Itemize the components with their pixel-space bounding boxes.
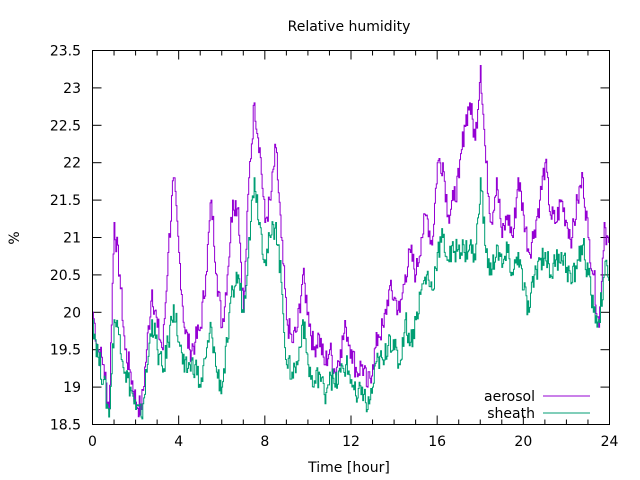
y-tick-label: 23 xyxy=(63,81,81,97)
legend-label-sheath: sheath xyxy=(487,406,535,422)
x-tick-label: 16 xyxy=(428,434,446,450)
y-axis-label: % xyxy=(7,231,23,244)
y-tick-label: 19 xyxy=(63,380,81,396)
y-tick-label: 22 xyxy=(63,156,81,172)
x-tick-label: 12 xyxy=(342,434,360,450)
axis-ticks: 0 4 8 12 16 20 24 18.5 19 19.5 20 20.5 21 21.5 22 22.5 2… xyxy=(50,44,619,451)
y-tick-label: 19.5 xyxy=(50,343,81,359)
x-tick-label: 8 xyxy=(260,434,269,450)
x-tick-label: 0 xyxy=(88,434,97,450)
x-tick-label: 4 xyxy=(174,434,183,450)
x-tick-label: 20 xyxy=(514,434,532,450)
chart-title: Relative humidity xyxy=(288,19,411,35)
x-tick-label: 24 xyxy=(601,434,619,450)
legend: aerosol sheath xyxy=(484,389,590,422)
plot-frame xyxy=(92,50,610,425)
x-axis-label: Time [hour] xyxy=(307,460,390,476)
series-layer xyxy=(92,65,610,420)
legend-label-aerosol: aerosol xyxy=(484,389,535,405)
y-tick-label: 20.5 xyxy=(50,268,81,284)
y-tick-label: 22.5 xyxy=(50,118,81,134)
y-tick-label: 23.5 xyxy=(50,44,81,60)
y-tick-label: 21.5 xyxy=(50,193,81,209)
y-tick-label: 21 xyxy=(63,231,81,247)
y-tick-label: 18.5 xyxy=(50,418,81,434)
y-tick-label: 20 xyxy=(63,305,81,321)
series-line-aerosol xyxy=(92,65,610,418)
series-line-sheath xyxy=(92,177,610,420)
